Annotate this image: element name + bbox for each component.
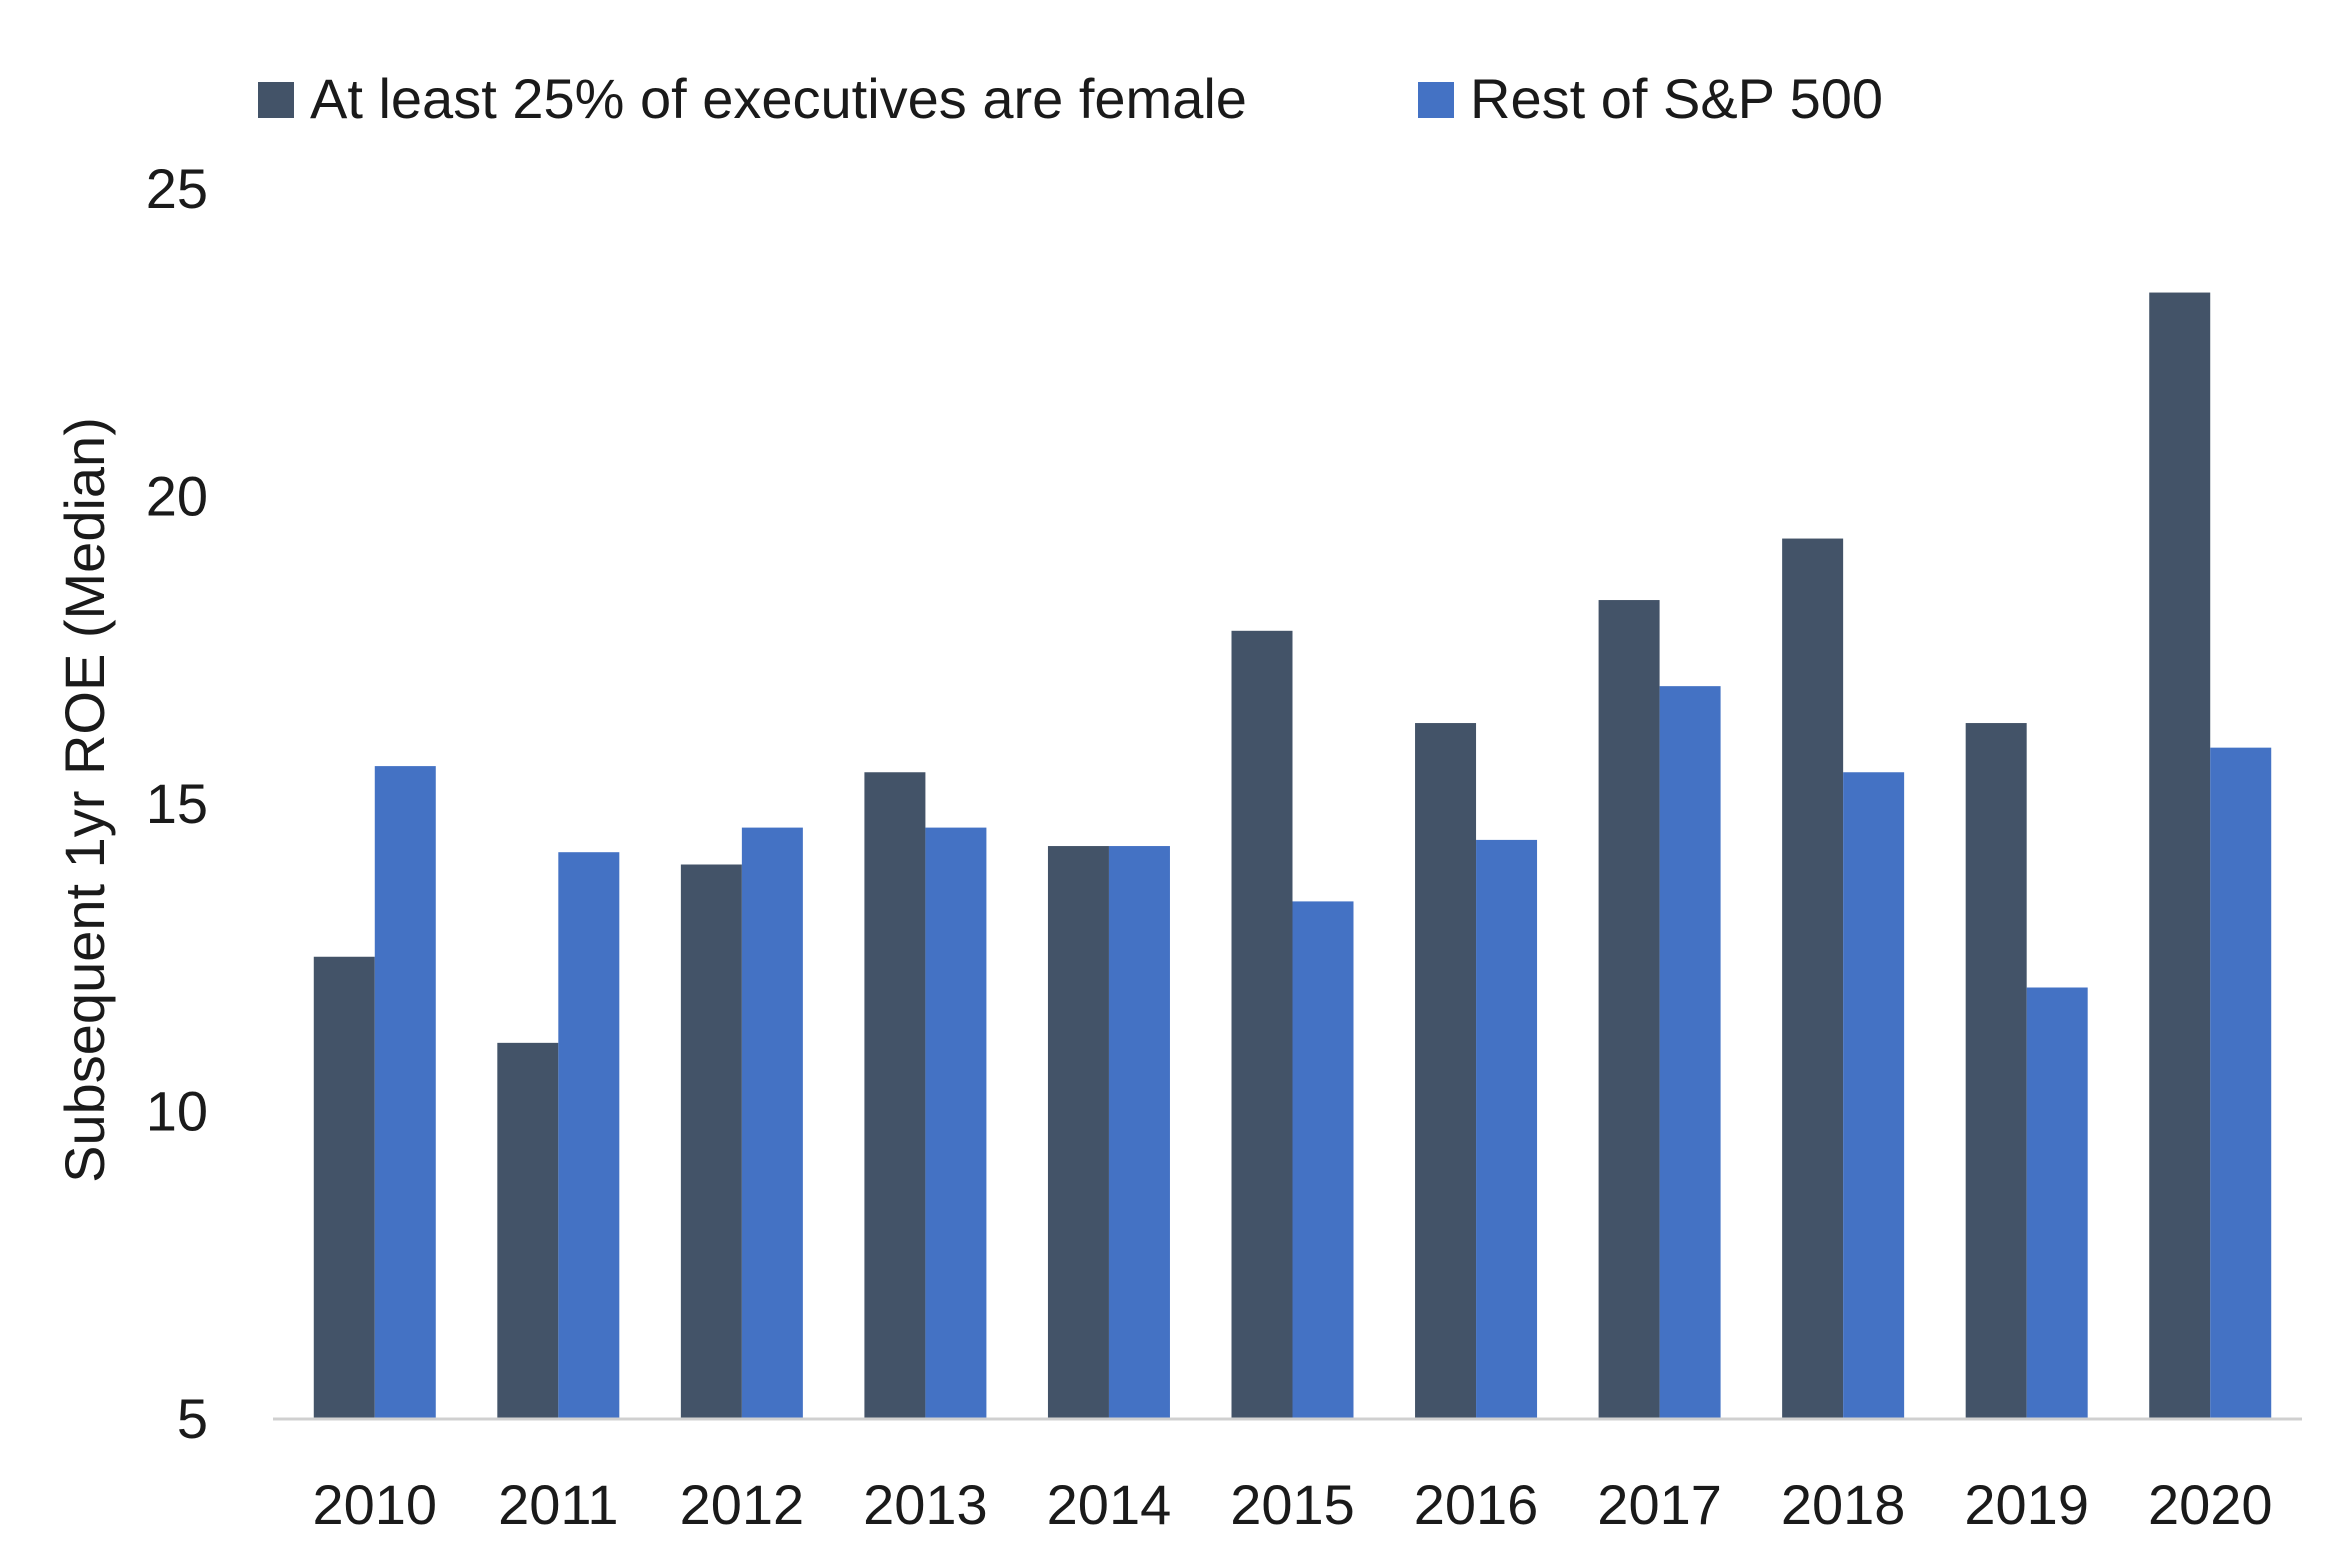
y-axis-ticks: 5 10 15 20 25 — [146, 157, 208, 1450]
bar-female-executives-2012 — [680, 864, 742, 1418]
x-tick-label: 2020 — [2148, 1473, 2273, 1536]
y-axis-title: Subsequent 1yr ROE (Median) — [53, 417, 116, 1183]
x-tick-label: 2015 — [1230, 1473, 1355, 1536]
bars — [313, 292, 2272, 1418]
bar-rest-of-sp500-2012 — [741, 827, 803, 1418]
bar-rest-of-sp500-2019 — [2026, 987, 2088, 1418]
bar-female-executives-2011 — [497, 1042, 559, 1418]
bar-female-executives-2014 — [1047, 846, 1109, 1418]
bar-rest-of-sp500-2014 — [1108, 846, 1170, 1418]
x-tick-label: 2011 — [498, 1473, 618, 1536]
bar-female-executives-2016 — [1415, 723, 1477, 1418]
legend-swatch-rest-of-sp500 — [1418, 82, 1454, 118]
bar-rest-of-sp500-2020 — [2210, 747, 2272, 1418]
x-tick-label: 2012 — [680, 1473, 805, 1536]
x-tick-label: 2016 — [1414, 1473, 1539, 1536]
bar-rest-of-sp500-2010 — [374, 766, 436, 1418]
y-tick-label: 25 — [146, 157, 208, 220]
y-tick-label: 20 — [146, 465, 208, 528]
bar-female-executives-2010 — [313, 956, 375, 1418]
x-tick-label: 2013 — [863, 1473, 988, 1536]
y-tick-label: 5 — [177, 1387, 208, 1450]
x-tick-label: 2017 — [1597, 1473, 1722, 1536]
bar-rest-of-sp500-2013 — [925, 827, 987, 1418]
x-tick-label: 2010 — [312, 1473, 437, 1536]
bar-rest-of-sp500-2011 — [558, 852, 620, 1418]
bar-female-executives-2018 — [1782, 538, 1844, 1418]
x-tick-label: 2018 — [1781, 1473, 1906, 1536]
x-tick-label: 2014 — [1047, 1473, 1172, 1536]
legend-swatch-female-executives — [258, 82, 294, 118]
legend: At least 25% of executives are female Re… — [258, 67, 1883, 130]
legend-label-female-executives: At least 25% of executives are female — [310, 67, 1247, 130]
bar-rest-of-sp500-2017 — [1659, 686, 1721, 1418]
bar-rest-of-sp500-2015 — [1292, 901, 1354, 1418]
legend-label-rest-of-sp500: Rest of S&P 500 — [1470, 67, 1883, 130]
bar-rest-of-sp500-2016 — [1476, 839, 1538, 1418]
x-axis-labels: 2010 2011 2012 2013 2014 2015 2016 2017 2018 2019… — [312, 1473, 2272, 1536]
bar-female-executives-2013 — [864, 772, 926, 1418]
bar-rest-of-sp500-2018 — [1843, 772, 1905, 1418]
bar-female-executives-2019 — [1965, 723, 2027, 1418]
y-tick-label: 10 — [146, 1080, 208, 1143]
x-tick-label: 2019 — [1964, 1473, 2089, 1536]
bar-female-executives-2020 — [2149, 292, 2211, 1418]
y-tick-label: 15 — [146, 772, 208, 835]
bar-female-executives-2015 — [1231, 630, 1293, 1418]
bar-female-executives-2017 — [1598, 600, 1660, 1418]
